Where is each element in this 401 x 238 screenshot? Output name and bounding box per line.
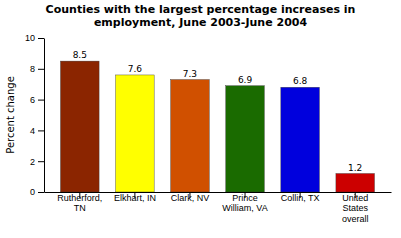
y-tick-label: 4 [30, 126, 35, 136]
y-tick-mark [38, 130, 44, 131]
plot: 0 2 4 6 8 10 Rutherford,TN Elkhart, IN Clark, NV… [25, 33, 392, 223]
bar [226, 86, 265, 192]
title-line: employment, June 2003-June 2004 [94, 16, 308, 29]
bar [171, 80, 210, 192]
x-tick-label-line: overall [342, 214, 369, 224]
x-tick-label: Elkhart, IN [114, 193, 156, 203]
data-label: 6.8 [293, 76, 308, 86]
y-tick: 0 [30, 187, 44, 197]
bar [61, 61, 100, 192]
data-labels: 8.5 7.6 7.3 6.9 6.8 1.2 [73, 50, 363, 172]
y-tick: 10 [25, 33, 44, 43]
x-tick-label-line: Prince [232, 193, 258, 203]
x-tick: PrinceWilliam, VA [222, 192, 267, 213]
y-tick: 8 [30, 64, 44, 74]
bars [61, 61, 375, 192]
x-tick-label: Rutherford,TN [57, 193, 102, 213]
x-tick-label-line: TN [74, 203, 86, 213]
y-tick-mark [38, 161, 44, 162]
x-tick-label-line: Rutherford, [57, 193, 102, 203]
x-tick-label: PrinceWilliam, VA [222, 193, 267, 213]
x-tick: UnitedStatesoverall [342, 192, 369, 224]
data-label: 1.2 [348, 163, 362, 173]
x-tick-label-line: United [342, 193, 368, 203]
x-tick: Collin, TX [281, 192, 320, 203]
y-tick-label: 2 [30, 157, 35, 167]
y-tick-label: 8 [30, 64, 35, 74]
y-tick-mark [38, 192, 44, 193]
x-tick-label: Collin, TX [281, 193, 320, 203]
x-tick-label: Clark, NV [171, 193, 210, 203]
x-tick-label: UnitedStatesoverall [342, 193, 369, 224]
y-axis: 0 2 4 6 8 10 [25, 33, 45, 197]
data-label: 7.3 [183, 69, 197, 79]
bar [116, 75, 155, 192]
data-label: 6.9 [238, 75, 253, 85]
y-axis-title: Percent change [5, 76, 16, 154]
y-tick-mark [38, 38, 44, 39]
x-tick-label-line: William, VA [222, 203, 267, 213]
y-axis-line [44, 39, 45, 193]
data-label: 7.6 [128, 64, 143, 74]
bar [336, 174, 375, 192]
x-tick-label-line: States [342, 203, 368, 213]
y-tick: 2 [30, 157, 44, 167]
y-tick: 6 [30, 95, 44, 105]
y-tick-label: 10 [25, 33, 35, 43]
x-tick-label-line: Clark, NV [171, 193, 210, 203]
y-tick-mark [38, 69, 44, 70]
x-tick: Clark, NV [171, 192, 210, 203]
y-tick-mark [38, 100, 44, 101]
x-tick: Rutherford,TN [57, 192, 102, 213]
x-tick-label-line: Collin, TX [281, 193, 320, 203]
title: Counties with the largest percentage inc… [46, 3, 356, 29]
title-line: Counties with the largest percentage inc… [46, 3, 356, 16]
chart: Counties with the largest percentage inc… [0, 0, 401, 238]
y-tick-label: 6 [30, 95, 35, 105]
bar [281, 87, 320, 192]
data-label: 8.5 [73, 50, 87, 60]
x-tick: Elkhart, IN [114, 192, 156, 203]
x-axis: Rutherford,TN Elkhart, IN Clark, NV PrinceW… [45, 192, 392, 224]
y-tick: 4 [30, 126, 44, 136]
x-tick-label-line: Elkhart, IN [114, 193, 156, 203]
y-tick-label: 0 [30, 187, 35, 197]
